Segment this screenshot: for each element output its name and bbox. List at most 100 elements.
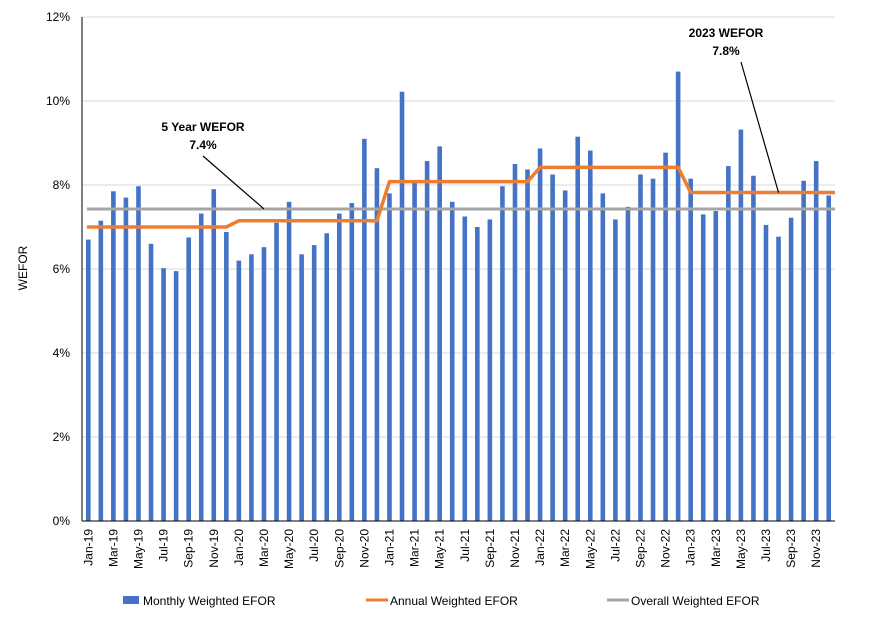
monthly-bar: [274, 222, 279, 522]
monthly-bar: [374, 168, 380, 521]
monthly-bar: [336, 213, 342, 521]
monthly-bar: [813, 161, 819, 521]
annotation-value: 7.8%: [712, 44, 740, 58]
legend-label: Monthly Weighted EFOR: [143, 594, 276, 608]
monthly-bar: [562, 190, 568, 521]
x-tick-label: Jul-21: [458, 529, 472, 562]
monthly-bar: [537, 148, 543, 521]
monthly-bar: [525, 169, 530, 521]
x-tick-label: Sep-22: [633, 529, 647, 568]
monthly-bar: [424, 161, 430, 521]
annotations: 5 Year WEFOR 7.4% 2023 WEFOR 7.8%: [161, 26, 780, 210]
legend: Monthly Weighted EFOR Annual Weighted EFO…: [123, 594, 760, 608]
annual-weighted-efor-line: [87, 165, 835, 229]
annotation-pointer: [202, 155, 265, 210]
y-tick-label: 8%: [53, 178, 71, 192]
x-tick-label: Nov-19: [207, 529, 221, 568]
x-tick-label: Jan-22: [533, 529, 547, 566]
legend-label: Annual Weighted EFOR: [390, 594, 518, 608]
x-tick-labels: Jan-19 Mar-19 May-19 Jul-19 Sep-19 Nov-19 Jan-…: [81, 529, 823, 569]
x-tick-label: Mar-23: [709, 529, 723, 567]
monthly-bar: [613, 219, 618, 521]
monthly-bar: [587, 150, 593, 521]
axes: [81, 17, 835, 522]
legend-swatch-monthly: [123, 596, 139, 604]
y-tick-label: 2%: [53, 430, 71, 444]
monthly-bar: [224, 232, 229, 522]
monthly-bar: [173, 271, 179, 521]
monthly-bar: [261, 247, 267, 521]
monthly-bar: [801, 180, 806, 522]
monthly-bar: [85, 239, 91, 521]
monthly-bar: [625, 206, 631, 521]
monthly-bar: [387, 193, 392, 521]
monthly-bar: [449, 201, 455, 522]
monthly-bar: [286, 201, 292, 522]
monthly-bar: [412, 181, 417, 521]
monthly-bar: [663, 152, 668, 521]
y-tick-label: 12%: [46, 10, 70, 24]
monthly-bar: [512, 164, 518, 521]
annotation-title: 2023 WEFOR: [689, 26, 764, 40]
monthly-bar: [249, 254, 254, 522]
x-tick-label: Jan-20: [232, 529, 246, 566]
x-tick-label: May-23: [734, 529, 748, 569]
monthly-bar: [751, 175, 756, 521]
x-tick-label: May-19: [131, 529, 145, 569]
x-tick-label: Jan-21: [382, 529, 396, 566]
x-tick-label: Sep-19: [182, 529, 196, 568]
x-tick-label: Jul-19: [157, 529, 171, 562]
x-tick-label: Sep-23: [784, 529, 798, 568]
x-tick-label: May-22: [583, 529, 597, 569]
annotation-title: 5 Year WEFOR: [161, 120, 244, 134]
monthly-bar: [788, 217, 794, 521]
monthly-bar: [650, 178, 656, 521]
monthly-bar: [148, 243, 154, 522]
x-tick-label: Nov-23: [809, 529, 823, 568]
x-tick-label: Jul-22: [608, 529, 622, 562]
x-tick-label: Sep-21: [483, 529, 497, 568]
monthly-bar: [198, 213, 204, 521]
monthly-bar: [738, 129, 744, 521]
monthly-bars: [85, 71, 832, 522]
monthly-bar: [600, 193, 606, 521]
monthly-bar: [713, 211, 719, 522]
monthly-bar: [111, 191, 116, 522]
x-tick-label: Nov-21: [508, 529, 522, 568]
monthly-bar: [763, 224, 769, 521]
monthly-bar: [475, 227, 480, 521]
monthly-bar: [236, 260, 242, 521]
monthly-bar: [500, 186, 505, 521]
monthly-bar: [98, 220, 104, 521]
annotation-value: 7.4%: [189, 138, 217, 152]
monthly-bar: [826, 195, 832, 521]
monthly-bar: [186, 237, 191, 521]
monthly-bar: [638, 174, 643, 521]
monthly-bar: [688, 178, 693, 521]
monthly-bar: [324, 233, 330, 522]
monthly-bar: [776, 236, 781, 521]
y-tick-label: 6%: [53, 262, 71, 276]
monthly-bar: [726, 166, 731, 521]
monthly-bar: [550, 174, 555, 521]
x-tick-label: Mar-19: [106, 529, 120, 567]
monthly-bar: [299, 254, 304, 522]
x-tick-label: Jul-20: [307, 529, 321, 562]
legend-label: Overall Weighted EFOR: [631, 594, 760, 608]
x-tick-label: Jul-23: [759, 529, 773, 562]
monthly-bar: [211, 189, 217, 521]
x-tick-label: Mar-20: [257, 529, 271, 567]
monthly-bar: [136, 186, 141, 521]
monthly-bar: [700, 214, 706, 521]
monthly-bar: [462, 216, 468, 521]
x-tick-label: Jan-19: [81, 529, 95, 566]
monthly-bar: [349, 203, 355, 521]
monthly-bar: [487, 219, 493, 521]
y-tick-label: 0%: [53, 514, 71, 528]
y-tick-labels: 0% 2% 4% 6% 8% 10% 12%: [46, 10, 70, 528]
y-axis-title: WEFOR: [16, 245, 30, 290]
x-tick-label: Nov-22: [659, 529, 673, 568]
x-tick-label: Mar-22: [558, 529, 572, 567]
